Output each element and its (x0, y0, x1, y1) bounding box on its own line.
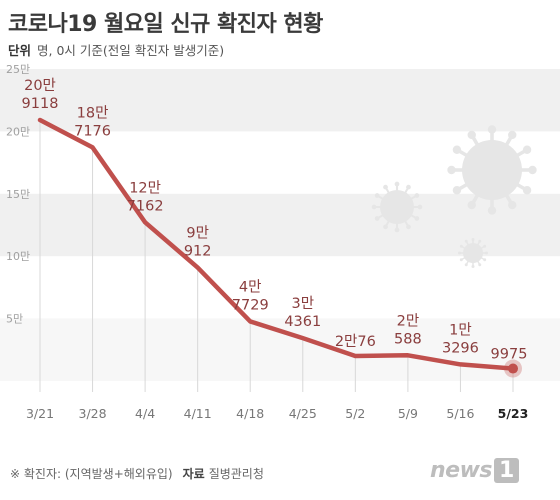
data-label: 588 (394, 331, 422, 347)
data-label: 4만 (239, 278, 262, 295)
x-tick-label: 3/21 (26, 406, 54, 421)
data-label: 4361 (284, 314, 321, 330)
data-label: 2만 (397, 312, 420, 329)
unit-row: 단위 명, 0시 기준(전일 확진자 발생기준) (8, 40, 224, 59)
x-tick-label: 5/23 (498, 406, 529, 421)
data-label: 18만 (77, 104, 109, 121)
x-tick-label: 5/2 (345, 406, 365, 421)
y-tick-label: 20만 (6, 125, 30, 138)
virus-icon (371, 181, 423, 233)
footer: ※ 확진자: (지역발생+해외유입) 자료 질병관리청 (10, 465, 264, 482)
x-tick-label: 5/16 (446, 406, 474, 421)
data-label: 20만 (24, 77, 56, 94)
source-value: 질병관리청 (208, 467, 264, 481)
unit-label: 단위 (8, 43, 32, 58)
y-tick-label: 15만 (6, 188, 30, 201)
x-tick-label: 5/9 (398, 406, 418, 421)
data-label: 9만 (186, 225, 209, 242)
unit-text: 명, 0시 기준(전일 확진자 발생기준) (37, 43, 225, 58)
chart-title: 코로나19 월요일 신규 확진자 현황 (8, 12, 323, 37)
news1-logo: news 1 (430, 458, 519, 483)
data-label: 3296 (442, 340, 479, 356)
x-tick-label: 4/18 (236, 406, 264, 421)
x-tick-label: 4/25 (289, 406, 317, 421)
data-label: 9975 (491, 347, 528, 363)
y-tick-label: 10만 (6, 250, 30, 263)
x-tick-label: 4/4 (135, 406, 155, 421)
series-line (37, 117, 516, 371)
data-label: 1만 (449, 321, 472, 338)
virus-icon (458, 238, 488, 268)
data-label: 7176 (74, 123, 111, 139)
x-tick-label: 3/28 (79, 406, 107, 421)
data-label: 3만 (291, 295, 314, 312)
grid-band (0, 69, 560, 132)
last-point-marker (508, 363, 518, 374)
y-tick-label: 5만 (6, 313, 23, 326)
x-tick-label: 4/11 (184, 406, 212, 421)
data-label: 12만 (129, 179, 161, 196)
data-label: 912 (184, 244, 212, 260)
source-label: 자료 (182, 467, 205, 481)
logo-badge: 1 (494, 458, 519, 483)
logo-text: news (430, 458, 493, 483)
data-label: 2만76 (335, 333, 376, 350)
data-label: 9118 (22, 96, 59, 112)
data-label: 7729 (232, 297, 269, 313)
data-label: 7162 (127, 198, 164, 214)
y-tick-label: 25만 (6, 63, 30, 76)
virus-icon (447, 125, 537, 215)
footer-note: ※ 확진자: (지역발생+해외유입) (10, 467, 173, 481)
